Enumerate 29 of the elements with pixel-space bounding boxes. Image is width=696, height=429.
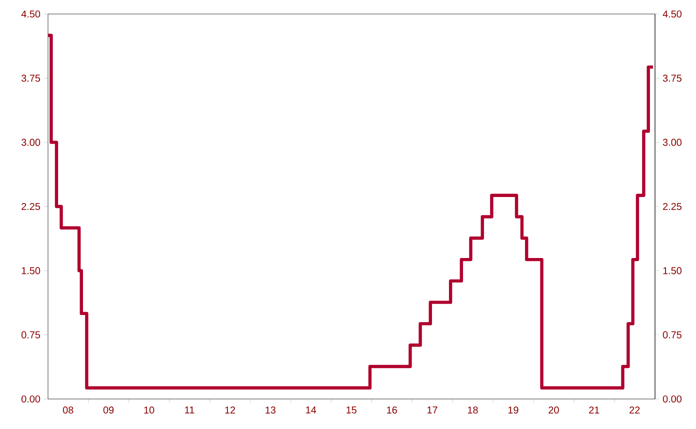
x-tick-label: 17: [427, 406, 438, 414]
x-tick-label: 11: [185, 406, 194, 414]
x-tick-label: 10: [144, 406, 154, 414]
y-tick-label: 0.00: [21, 395, 40, 403]
y-tick-label: 1.50: [22, 267, 40, 274]
x-tick-label: 21: [589, 406, 600, 414]
x-tick-label: 13: [266, 406, 276, 414]
x-tick-label: 22: [630, 406, 640, 414]
y2-tick-label: 3.00: [662, 138, 682, 146]
y2-tick-label: 0.75: [662, 331, 682, 338]
y-tick-label: 3.75: [21, 74, 40, 82]
x-tick-label: 09: [103, 406, 114, 414]
x-tick-label: 08: [62, 406, 74, 414]
y2-tick-label: 0.00: [662, 395, 682, 403]
y2-tick-label: 4.50: [662, 10, 682, 18]
y2-tick-label: 3.75: [662, 74, 682, 82]
x-tick-label: 18: [468, 406, 478, 414]
x-tick-label: 16: [387, 406, 397, 414]
y2-tick-label: 2.25: [663, 202, 682, 210]
x-tick-label: 15: [346, 406, 356, 414]
x-tick-label: 12: [225, 406, 236, 414]
y2-tick-label: 1.50: [663, 267, 682, 274]
x-tick-label: 20: [548, 406, 559, 414]
y-tick-label: 2.25: [22, 202, 40, 210]
y-tick-label: 3.00: [21, 138, 40, 146]
x-tick-label: 14: [306, 406, 316, 414]
x-tick-label: 19: [508, 406, 518, 414]
y-tick-label: 0.75: [21, 331, 40, 338]
y-tick-label: 4.50: [21, 10, 40, 18]
